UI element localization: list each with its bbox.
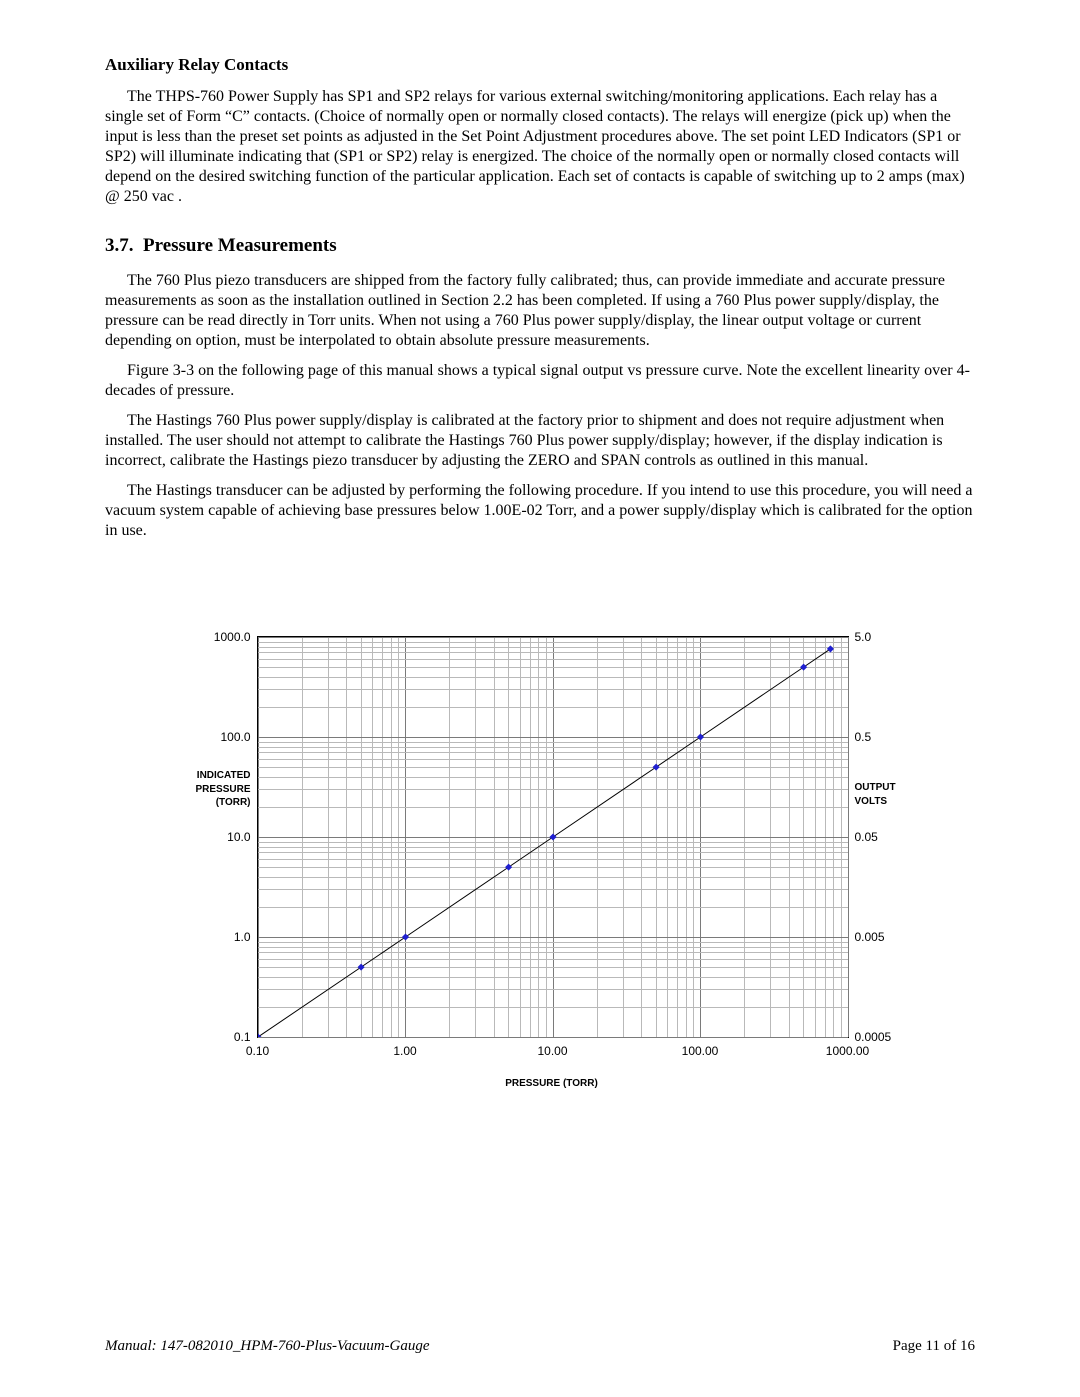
footer-page-number: Page 11 of 16 <box>893 1338 975 1355</box>
y-axis-left-title: INDICATEDPRESSURE(TORR) <box>195 769 250 810</box>
page-footer: Manual: 147-082010_HPM-760-Plus-Vacuum-G… <box>105 1338 975 1355</box>
y-right-tick: 0.5 <box>855 730 872 744</box>
y-left-tick: 0.1 <box>234 1030 251 1044</box>
paragraph-1: The 760 Plus piezo transducers are shipp… <box>105 271 975 351</box>
page-container: Auxiliary Relay Contacts The THPS-760 Po… <box>0 0 1080 1397</box>
section-title: Pressure Measurements <box>143 235 337 256</box>
y-axis-right-title: OUTPUTVOLTS <box>855 781 896 808</box>
y-right-tick: 0.05 <box>855 830 878 844</box>
x-tick: 1000.00 <box>826 1044 869 1058</box>
y-left-tick: 100.0 <box>220 730 250 744</box>
paragraph-3: The Hastings 760 Plus power supply/displ… <box>105 411 975 471</box>
chart: INDICATEDPRESSURE(TORR) 1000.0100.010.01… <box>105 636 975 1089</box>
y-right-tick: 0.005 <box>855 930 885 944</box>
x-tick: 10.00 <box>537 1044 567 1058</box>
y-left-tick: 10.0 <box>227 830 250 844</box>
y-right-tick: 5.0 <box>855 630 872 644</box>
aux-relay-paragraph: The THPS-760 Power Supply has SP1 and SP… <box>105 87 975 207</box>
x-tick: 100.00 <box>682 1044 719 1058</box>
x-axis-title: PRESSURE (TORR) <box>257 1078 847 1089</box>
section-heading: 3.7. Pressure Measurements <box>105 235 975 257</box>
y-axis-right: OUTPUTVOLTS 5.00.50.050.0050.0005 <box>849 637 919 1037</box>
x-axis-labels: 0.101.0010.00100.001000.00 <box>258 1044 848 1064</box>
paragraph-2: Figure 3-3 on the following page of this… <box>105 361 975 401</box>
y-left-tick: 1000.0 <box>214 630 251 644</box>
plot-area <box>257 636 849 1038</box>
paragraph-4: The Hastings transducer can be adjusted … <box>105 481 975 541</box>
y-left-tick: 1.0 <box>234 930 251 944</box>
x-tick: 1.00 <box>393 1044 416 1058</box>
section-number: 3.7. <box>105 235 134 256</box>
x-tick: 0.10 <box>246 1044 269 1058</box>
aux-relay-heading: Auxiliary Relay Contacts <box>105 55 975 75</box>
y-axis-left: INDICATEDPRESSURE(TORR) 1000.0100.010.01… <box>162 637 257 1037</box>
y-right-tick: 0.0005 <box>855 1030 892 1044</box>
footer-manual-ref: Manual: 147-082010_HPM-760-Plus-Vacuum-G… <box>105 1338 430 1355</box>
